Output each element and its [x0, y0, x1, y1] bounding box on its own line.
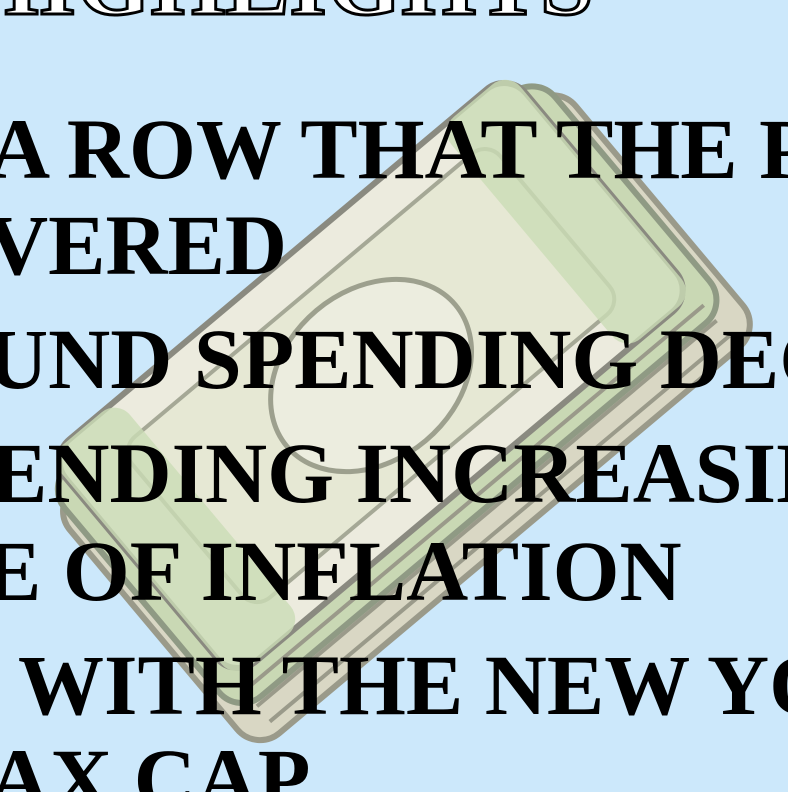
slide: HIGHLIGHTS A ROW THAT THE PO VERED UND S…: [0, 0, 788, 792]
bullet-line: ENDING INCREASING: [0, 425, 788, 521]
page: HIGHLIGHTS A ROW THAT THE PO VERED UND S…: [0, 0, 788, 792]
bullet-line: WITH THE NEW YO: [18, 637, 788, 733]
bullet-line: AX CAP: [0, 731, 310, 792]
bullet-line: A ROW THAT THE PO: [0, 101, 788, 197]
bullet-line: UND SPENDING DECR: [0, 311, 788, 407]
slide-title: HIGHLIGHTS: [0, 0, 594, 35]
bullet-line: E OF INFLATION: [0, 523, 682, 619]
bullet-line: VERED: [0, 197, 287, 293]
